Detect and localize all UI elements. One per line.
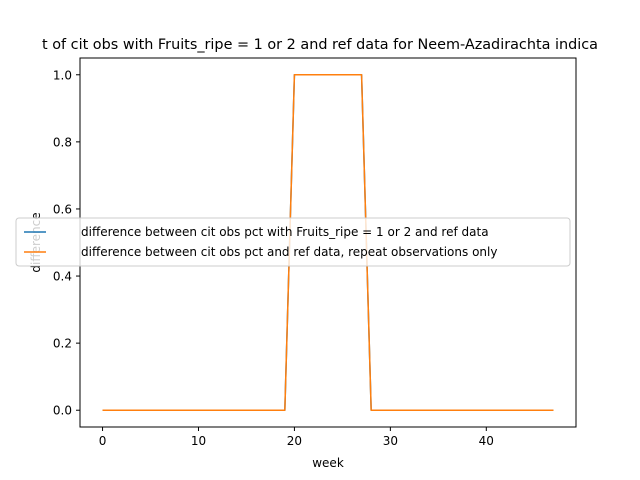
x-tick-label: 30 (383, 434, 398, 448)
x-axis-label: week (312, 456, 344, 470)
y-axis: 0.0 0.2 0.4 0.6 0.8 1.0 (53, 68, 80, 418)
legend-label-series-1: difference between cit obs pct with Frui… (81, 225, 489, 239)
y-tick-label: 0.8 (53, 135, 72, 149)
y-tick-label: 0.4 (53, 270, 72, 284)
chart-title: t of cit obs with Fruits_ripe = 1 or 2 a… (42, 37, 598, 53)
x-tick-label: 0 (99, 434, 107, 448)
legend-label-series-2: difference between cit obs pct and ref d… (81, 245, 497, 259)
legend: difference between cit obs pct with Frui… (15, 217, 571, 267)
y-tick-label: 0.2 (53, 337, 72, 351)
legend-box (15, 217, 571, 267)
x-tick-label: 10 (191, 434, 206, 448)
plot-area (102, 74, 554, 411)
series-line-2 (102, 74, 554, 411)
x-axis: 0 10 20 30 40 (99, 427, 494, 448)
y-tick-label: 0.6 (53, 202, 72, 216)
x-tick-label: 20 (287, 434, 302, 448)
y-tick-label: 1.0 (53, 68, 72, 82)
y-tick-label: 0.0 (53, 404, 72, 418)
x-tick-label: 40 (479, 434, 494, 448)
